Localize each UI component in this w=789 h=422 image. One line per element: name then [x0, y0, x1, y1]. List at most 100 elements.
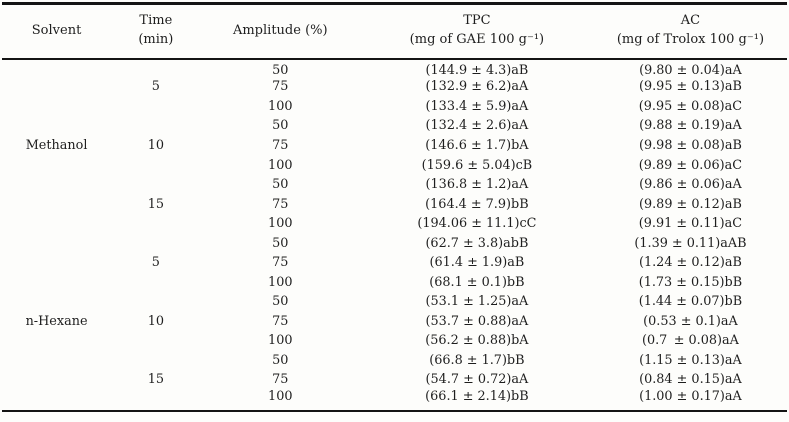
amplitude-cell: 75 [272, 255, 289, 271]
time-cell [111, 98, 200, 118]
amplitude-cell: 50 [272, 235, 289, 251]
amplitude-cell: 75 [272, 79, 289, 95]
time-cell [111, 117, 200, 137]
time-cell: 15 [147, 196, 164, 212]
table-row: 50 (53.1 ± 1.25)aA (1.44 ± 0.07)bB [2, 293, 787, 313]
ac-cell: (9.80 ± 0.04)aA [639, 62, 742, 78]
solvent-cell [2, 391, 111, 411]
col-header-time: Time (min) [111, 4, 200, 59]
tpc-cell: (66.1 ± 2.14)bB [425, 388, 529, 404]
ac-cell: (9.98 ± 0.08)aB [638, 137, 742, 153]
amplitude-cell: 75 [272, 196, 289, 212]
header-label: AC [680, 13, 701, 29]
tpc-cell: (53.7 ± 0.88)aA [425, 313, 529, 329]
tpc-cell: (133.4 ± 5.9)aA [425, 98, 529, 114]
amplitude-cell: 50 [272, 118, 289, 134]
ac-cell: (0.7 ± 0.08)aA [641, 333, 739, 349]
solvent-cell [2, 293, 111, 313]
table-row: 50 (144.9 ± 4.3)aB (9.80 ± 0.04)aA [2, 59, 787, 79]
time-cell [111, 351, 200, 371]
solvent-cell [2, 78, 111, 98]
amplitude-cell: 75 [272, 137, 289, 153]
table-row: 100 (56.2 ± 0.88)bA (0.7 ± 0.08)aA [2, 332, 787, 352]
col-header-tpc: TPC (mg of GAE 100 g⁻¹) [360, 4, 594, 59]
tpc-cell: (132.9 ± 6.2)aA [425, 79, 529, 95]
table-row: 15 75 (164.4 ± 7.9)bB (9.89 ± 0.12)aB [2, 195, 787, 215]
tpc-cell: (146.6 ± 1.7)bA [425, 137, 529, 153]
ac-cell: (0.84 ± 0.15)aA [639, 372, 742, 388]
time-cell [111, 234, 200, 254]
tpc-cell: (66.8 ± 1.7)bB [429, 352, 525, 368]
amplitude-cell: 100 [268, 333, 293, 349]
ac-cell: (1.00 ± 0.17)aA [639, 388, 742, 404]
solvent-cell [2, 176, 111, 196]
table-body: 50 (144.9 ± 4.3)aB (9.80 ± 0.04)aA 5 75 (132… [2, 59, 787, 412]
tpc-cell: (54.7 ± 0.72)aA [425, 372, 529, 388]
table-row: 50 (132.4 ± 2.6)aA (9.88 ± 0.19)aA [2, 117, 787, 137]
header-row: Solvent Time (min) Amplitude (%) TPC (mg… [2, 4, 787, 59]
tpc-cell: (144.9 ± 4.3)aB [425, 62, 529, 78]
solvent-cell [2, 332, 111, 352]
results-table: Solvent Time (min) Amplitude (%) TPC (mg… [2, 2, 787, 412]
solvent-cell [2, 156, 111, 176]
amplitude-cell: 50 [272, 294, 289, 310]
col-header-ac: AC (mg of Trolox 100 g⁻¹) [594, 4, 787, 59]
ac-cell: (1.24 ± 0.12)aB [638, 255, 742, 271]
ac-cell: (9.91 ± 0.11)aC [638, 216, 743, 232]
table-header: Solvent Time (min) Amplitude (%) TPC (mg… [2, 4, 787, 59]
solvent-cell [2, 351, 111, 371]
time-cell: 5 [151, 255, 160, 271]
table-row: 5 75 (61.4 ± 1.9)aB (1.24 ± 0.12)aB [2, 254, 787, 274]
amplitude-cell: 75 [272, 372, 289, 388]
ac-cell: (1.73 ± 0.15)bB [638, 274, 743, 290]
amplitude-cell: 75 [272, 313, 289, 329]
solvent-cell [2, 98, 111, 118]
solvent-cell [2, 273, 111, 293]
header-unit: (mg of GAE 100 g⁻¹) [409, 32, 545, 48]
time-cell: 5 [151, 79, 160, 95]
ac-cell: (9.95 ± 0.13)aB [638, 79, 742, 95]
table-row: 100 (133.4 ± 5.9)aA (9.95 ± 0.08)aC [2, 98, 787, 118]
ac-cell: (9.89 ± 0.12)aB [638, 196, 742, 212]
ac-cell: (9.95 ± 0.08)aC [638, 98, 743, 114]
tpc-cell: (53.1 ± 1.25)aA [425, 294, 529, 310]
tpc-cell: (194.06 ± 11.1)cC [417, 216, 537, 232]
amplitude-cell: 100 [268, 157, 293, 173]
table-row: 100 (68.1 ± 0.1)bB (1.73 ± 0.15)bB [2, 273, 787, 293]
table-row: 15 75 (54.7 ± 0.72)aA (0.84 ± 0.15)aA [2, 371, 787, 391]
time-cell: 10 [147, 313, 164, 329]
tpc-cell: (159.6 ± 5.04)cB [421, 157, 533, 173]
table-row: 5 75 (132.9 ± 6.2)aA (9.95 ± 0.13)aB [2, 78, 787, 98]
tpc-cell: (164.4 ± 7.9)bB [425, 196, 529, 212]
solvent-cell [2, 254, 111, 274]
amplitude-cell: 100 [268, 216, 293, 232]
ac-cell: (9.88 ± 0.19)aA [639, 118, 742, 134]
table-row: 50 (136.8 ± 1.2)aA (9.86 ± 0.06)aA [2, 176, 787, 196]
solvent-cell [2, 59, 111, 79]
table-row: 100 (66.1 ± 2.14)bB (1.00 ± 0.17)aA [2, 388, 787, 411]
table-row: 50 (62.7 ± 3.8)abB (1.39 ± 0.11)aAB [2, 234, 787, 254]
ac-cell: (1.15 ± 0.13)aA [639, 352, 742, 368]
time-cell [111, 215, 200, 235]
table-row: 100 (194.06 ± 11.1)cC (9.91 ± 0.11)aC [2, 215, 787, 235]
time-cell: 15 [147, 372, 164, 388]
solvent-cell: n-Hexane [25, 313, 88, 329]
solvent-cell [2, 117, 111, 137]
amplitude-cell: 100 [268, 388, 293, 404]
time-cell [111, 176, 200, 196]
time-cell: 10 [147, 137, 164, 153]
ac-cell: (1.44 ± 0.07)bB [638, 294, 743, 310]
tpc-cell: (68.1 ± 0.1)bB [429, 274, 525, 290]
solvent-cell [2, 371, 111, 391]
header-label: Amplitude (%) [232, 22, 328, 38]
tpc-cell: (56.2 ± 0.88)bA [425, 333, 529, 349]
time-cell [111, 293, 200, 313]
ac-cell: (9.89 ± 0.06)aC [638, 157, 743, 173]
header-unit: (mg of Trolox 100 g⁻¹) [616, 32, 765, 48]
time-cell [111, 391, 200, 411]
table-row: 100 (159.6 ± 5.04)cB (9.89 ± 0.06)aC [2, 156, 787, 176]
table-row: 50 (66.8 ± 1.7)bB (1.15 ± 0.13)aA [2, 351, 787, 371]
time-cell [111, 156, 200, 176]
header-unit: (min) [138, 32, 174, 48]
time-cell [111, 273, 200, 293]
